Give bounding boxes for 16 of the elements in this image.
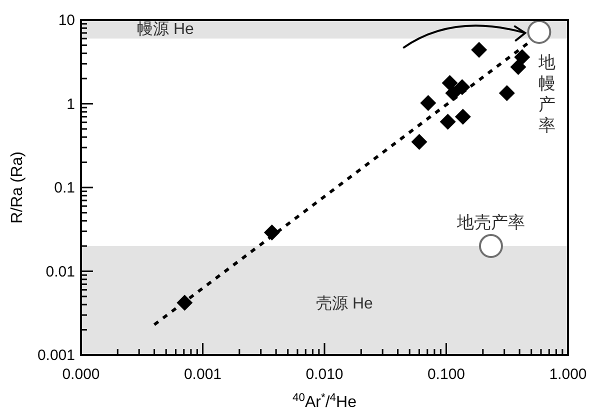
y-tick-label: 0.01 bbox=[46, 263, 75, 280]
y-tick-label: 0.001 bbox=[37, 347, 75, 364]
series-label: 地幔产率 bbox=[538, 52, 556, 135]
x-tick-label: 0.100 bbox=[427, 366, 466, 383]
y-tick-label: 10 bbox=[58, 12, 75, 29]
y-tick-label: 1 bbox=[66, 96, 75, 113]
band-label: 幔源 He bbox=[137, 21, 194, 38]
band-label: 壳源 He bbox=[316, 294, 373, 313]
x-tick-label: 0.000 bbox=[62, 366, 100, 383]
x-tick-label: 1.000 bbox=[549, 366, 587, 383]
x-tick-label: 0.010 bbox=[306, 366, 344, 383]
x-tick-label: 0.001 bbox=[184, 366, 222, 383]
series-label: 地壳产率 bbox=[456, 213, 525, 232]
x-axis-title: $^{40}$Ar$^{*}$/$^{4}$He bbox=[292, 392, 357, 411]
y-axis-title: R/Ra (Ra) bbox=[9, 151, 26, 224]
y-tick-label: 0.1 bbox=[54, 180, 75, 196]
